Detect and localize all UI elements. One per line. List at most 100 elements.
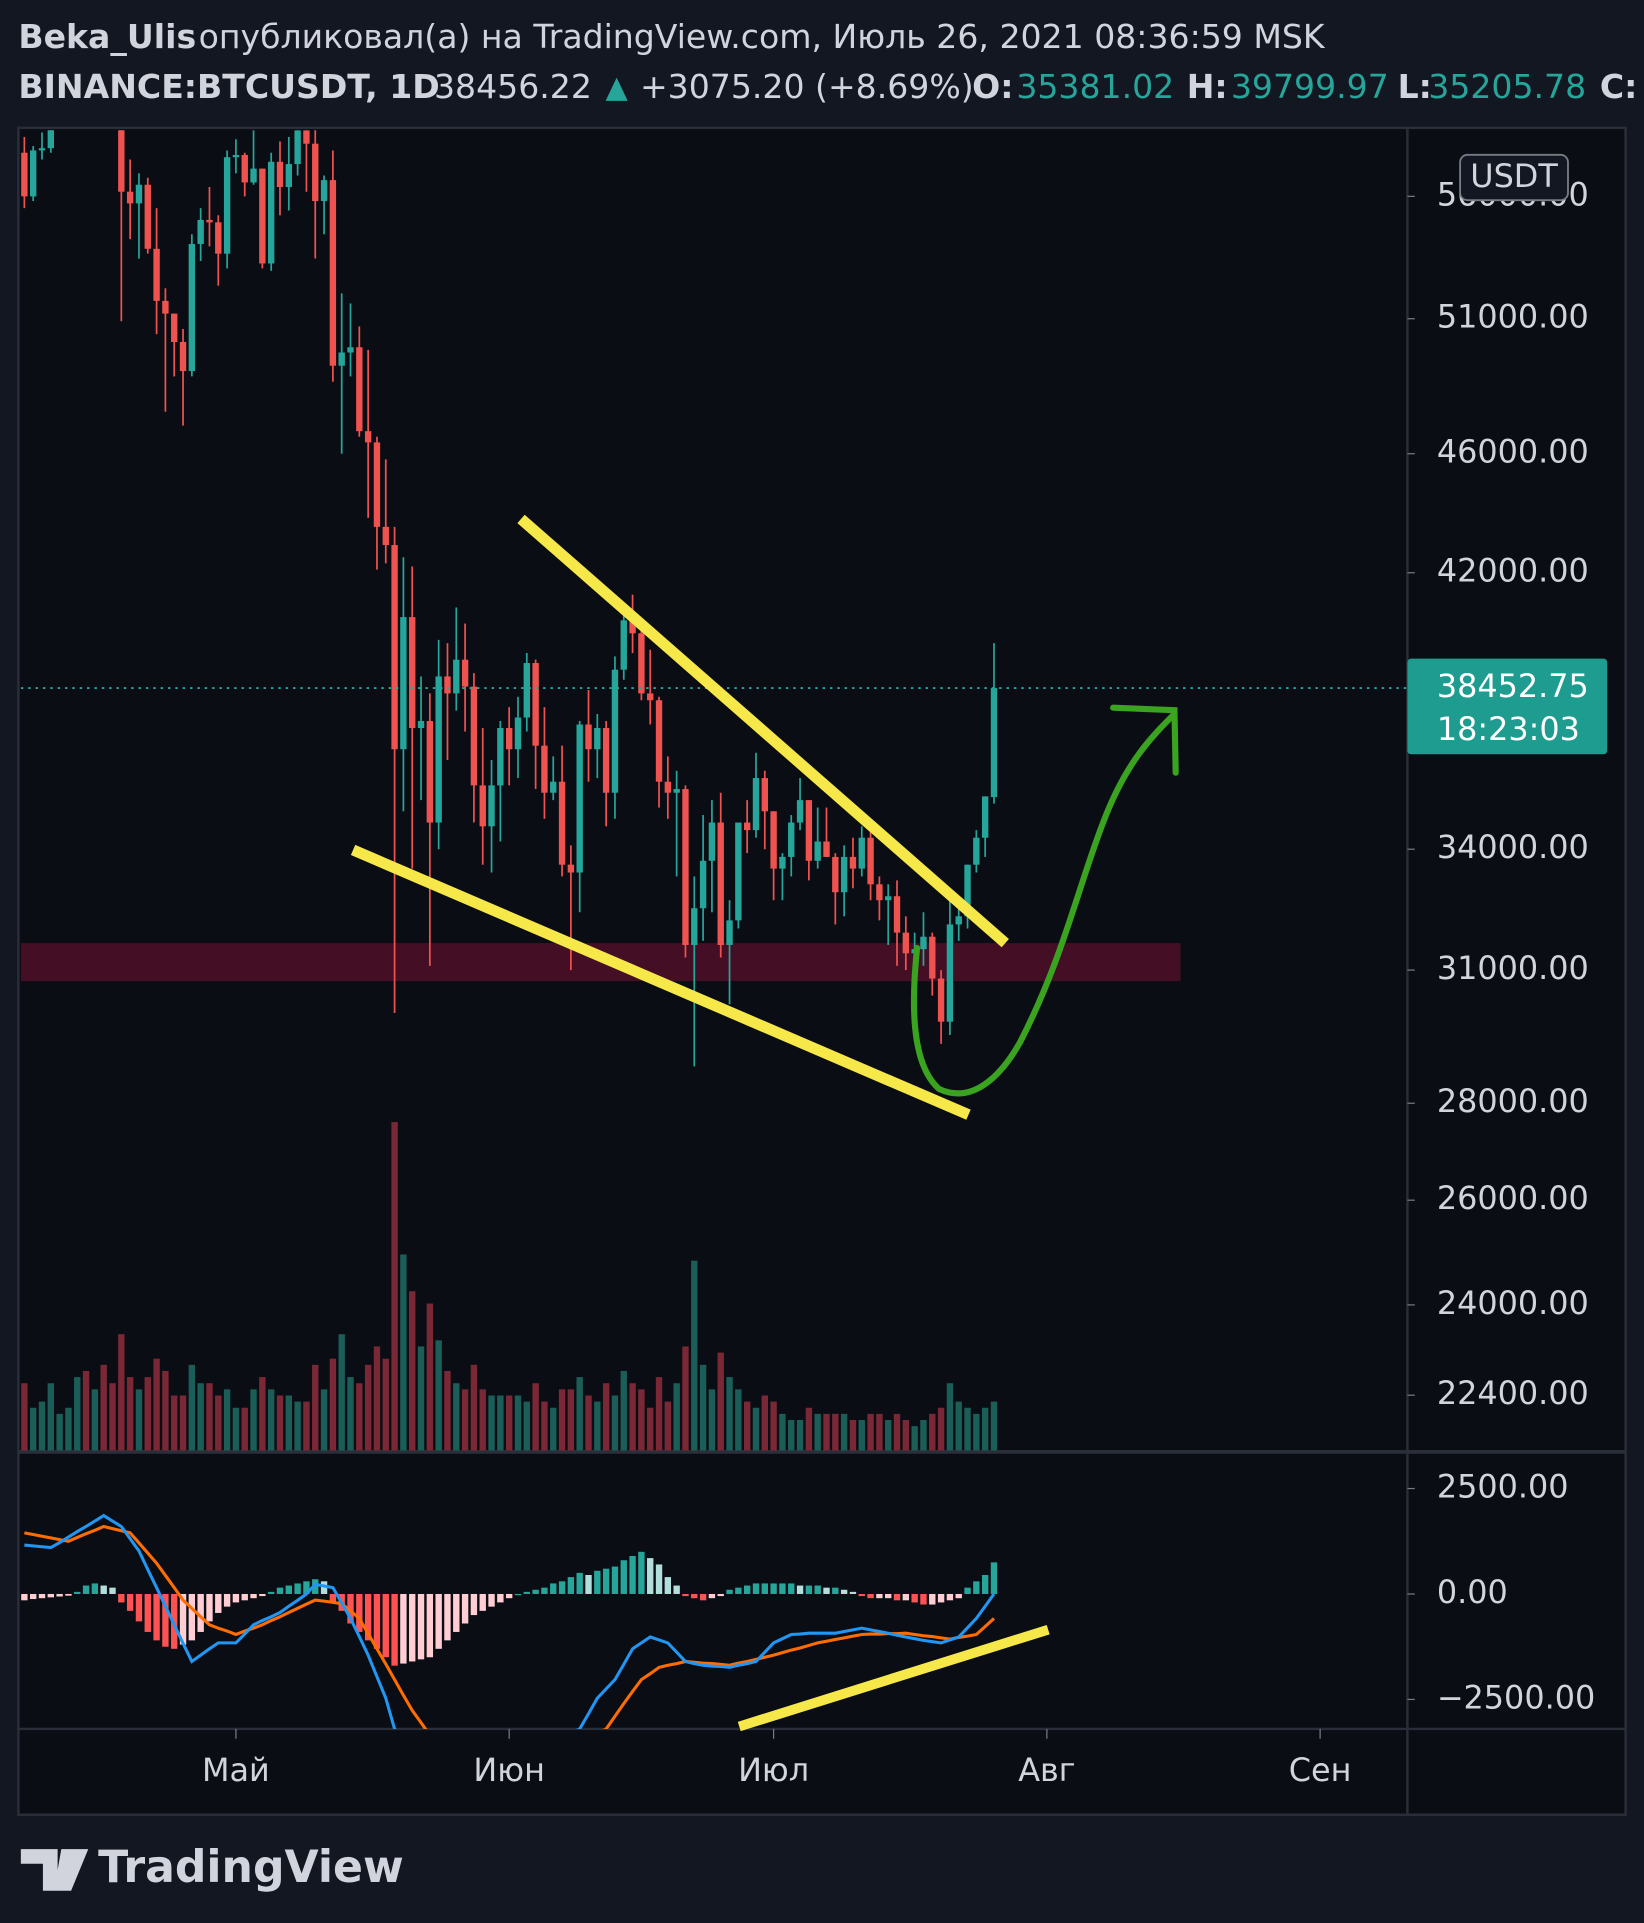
histogram-bar (444, 1593, 451, 1641)
y-tick-label: 28000.00 (1437, 1082, 1589, 1120)
volume-bar (788, 1420, 795, 1451)
volume-bar (708, 1389, 716, 1451)
volume-bar (426, 1303, 434, 1451)
candle-body (259, 168, 266, 264)
volume-bar (206, 1383, 213, 1451)
l-value: 35205.78 (1428, 67, 1586, 106)
histogram-bar (453, 1593, 460, 1632)
histogram-bar (126, 1593, 134, 1611)
histogram-bar (109, 1587, 116, 1594)
volume-bar (779, 1413, 786, 1451)
volume-bar (814, 1413, 821, 1451)
candle-body (920, 936, 927, 950)
volume-bar (91, 1389, 99, 1451)
candle-body (885, 896, 892, 901)
last-price-box (1407, 658, 1608, 755)
histogram-bar (356, 1593, 363, 1632)
volume-bar (38, 1401, 46, 1451)
histogram-bar (400, 1593, 407, 1664)
volume-bar (153, 1358, 160, 1451)
volume-bar (832, 1413, 839, 1451)
volume-bar (717, 1352, 724, 1451)
volume-bar (532, 1383, 539, 1451)
trend-line-lower (350, 844, 971, 1120)
volume-bar (223, 1389, 231, 1451)
histogram-bar (981, 1574, 989, 1594)
logo-text[interactable]: TradingView (98, 1842, 404, 1893)
candle-body (267, 161, 275, 264)
volume-bar (197, 1383, 204, 1451)
scales: 56000.0051000.0046000.0042000.0034000.00… (202, 153, 1608, 1789)
macd-line (24, 1513, 996, 1729)
histogram-bar (576, 1572, 583, 1594)
histogram-bar (435, 1593, 442, 1649)
candle-body (453, 659, 460, 694)
volume-bar (285, 1395, 292, 1451)
candle-body (981, 796, 989, 838)
y-tick-label: 26000.00 (1437, 1179, 1589, 1217)
volume-bar (171, 1395, 178, 1451)
author[interactable]: Beka_Ulis (18, 17, 196, 56)
currency-box (1459, 153, 1569, 202)
candle-body (206, 219, 213, 223)
volume-bar (849, 1420, 857, 1451)
histogram-bar (735, 1587, 742, 1594)
histogram-bar (215, 1593, 222, 1613)
candle-body (937, 978, 945, 1022)
histogram-bar (602, 1568, 610, 1594)
histogram-bar (74, 1591, 81, 1594)
histogram-bar (382, 1593, 389, 1658)
y-tick-label: 42000.00 (1437, 552, 1589, 590)
histogram-bar (664, 1577, 672, 1594)
volume-bar (611, 1395, 619, 1451)
histogram-bar (329, 1593, 337, 1603)
histogram-bar (47, 1593, 54, 1598)
histogram-bar (364, 1593, 372, 1641)
histogram-bar (655, 1564, 663, 1594)
volume-bar (735, 1389, 742, 1451)
candle-body (347, 347, 354, 353)
candle-body (620, 620, 627, 670)
candle-body (576, 724, 583, 873)
volume-bar (550, 1407, 557, 1451)
volume-bar (964, 1407, 971, 1451)
candle-body (858, 837, 865, 869)
histogram-bar (567, 1577, 575, 1594)
volume-bar (576, 1377, 583, 1451)
histogram-bar (990, 1562, 998, 1594)
volume-bar (391, 1122, 398, 1451)
volume-bar (373, 1346, 381, 1451)
volume-bar (109, 1383, 116, 1451)
histogram-bar (779, 1583, 786, 1594)
volume-bar (770, 1401, 777, 1451)
candle-body (435, 676, 442, 823)
histogram-bar (752, 1583, 760, 1594)
volume-bar (955, 1401, 962, 1451)
volume-bar (497, 1395, 504, 1451)
histogram-bar (858, 1593, 865, 1597)
histogram-bar (708, 1593, 716, 1599)
volume-bar (267, 1389, 275, 1451)
candle-body (29, 150, 37, 197)
y-tick-label: 22400.00 (1437, 1374, 1589, 1412)
candle-body (364, 431, 372, 443)
candle-body (179, 342, 187, 372)
volume-bar (294, 1401, 301, 1451)
volume-bar (594, 1401, 601, 1451)
volume-bar (761, 1395, 768, 1451)
volume-bar (215, 1395, 222, 1451)
histogram-bar (832, 1587, 839, 1594)
volume-bar (126, 1377, 134, 1451)
candle-body (629, 620, 636, 634)
candle-body (964, 864, 971, 917)
x-tick-label: Июл (738, 1751, 809, 1789)
histogram-bar (470, 1593, 478, 1616)
volume-bar (673, 1383, 680, 1451)
candle-body (611, 669, 619, 793)
volume-bar (805, 1407, 813, 1451)
histogram-bar (56, 1593, 63, 1597)
histogram-bar (550, 1583, 557, 1594)
histogram-bar (241, 1593, 248, 1601)
volume-bar (937, 1407, 945, 1451)
